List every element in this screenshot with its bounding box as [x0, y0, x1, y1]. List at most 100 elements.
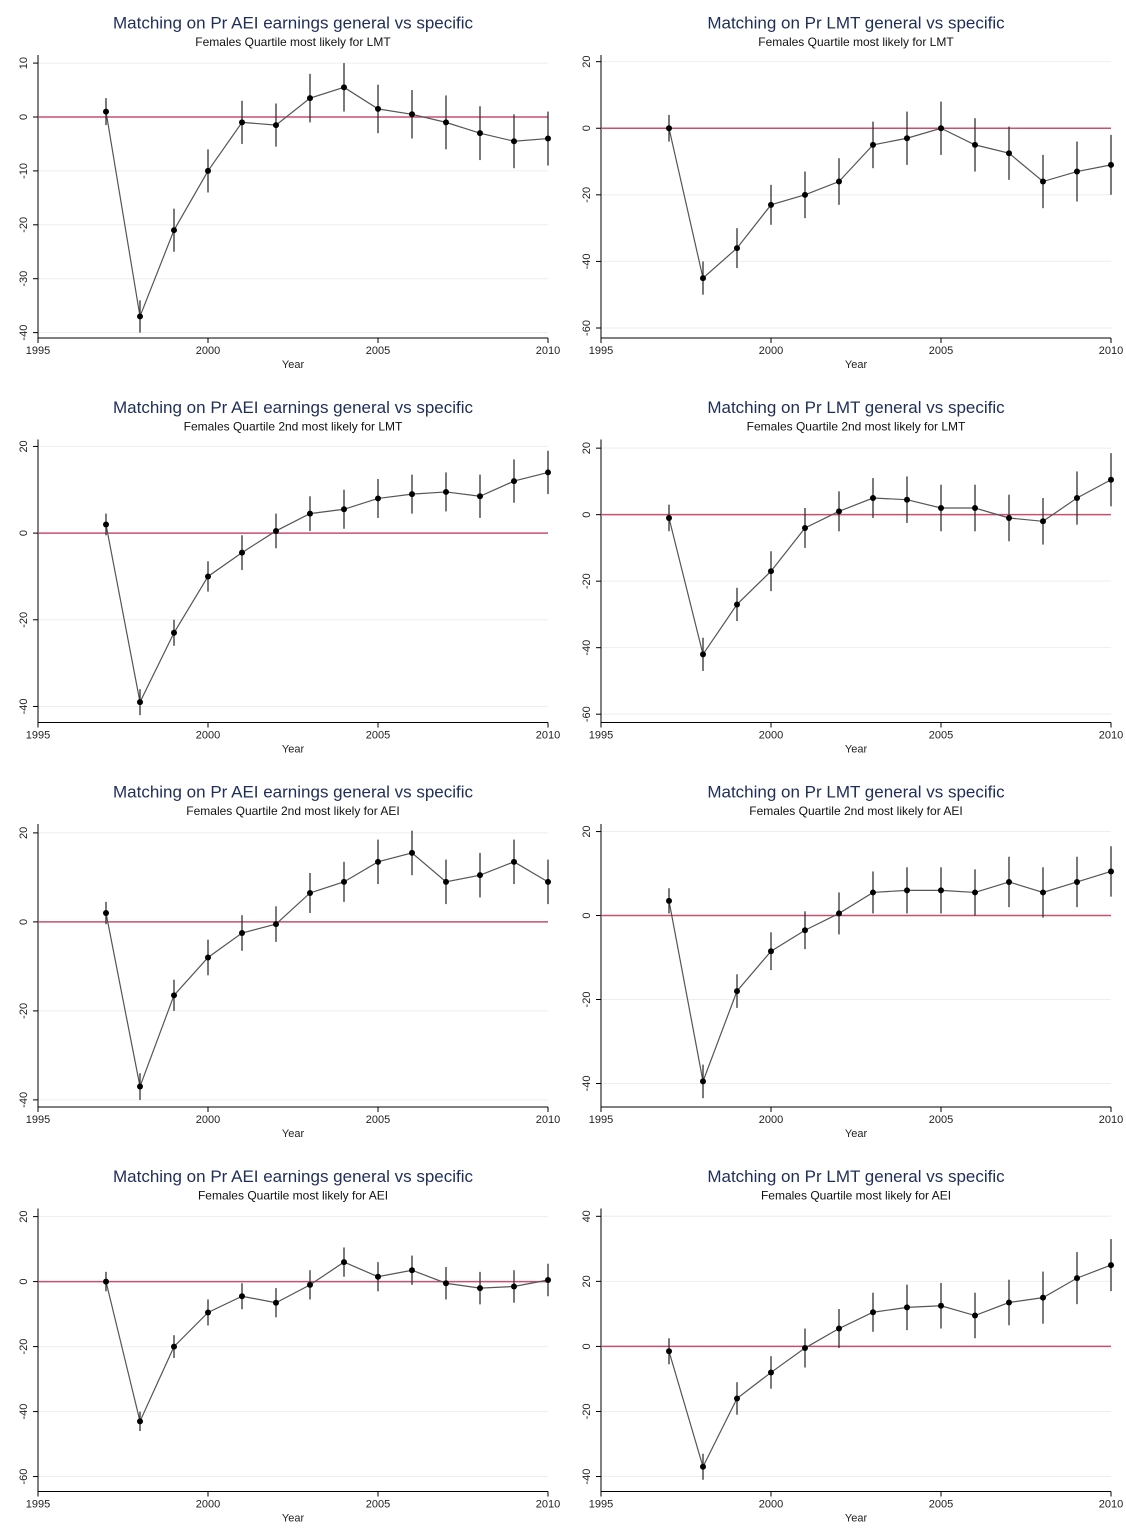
point: [904, 887, 910, 894]
series-line: [105, 852, 549, 1089]
x-tick-label: 2000: [196, 1114, 220, 1126]
y-tick-label: 20: [18, 1210, 30, 1222]
point: [768, 1369, 774, 1376]
chart-subtitle: Females Quartile 2nd most likely for LMT: [184, 420, 403, 434]
series-line: [105, 471, 549, 705]
point: [443, 488, 449, 495]
chart-title: Matching on Pr AEI earnings general vs s…: [113, 782, 474, 801]
point: [1040, 518, 1046, 525]
point: [1040, 178, 1046, 185]
point: [836, 508, 842, 515]
point: [700, 1463, 706, 1470]
point: [103, 909, 109, 916]
point: [938, 505, 944, 512]
x-tick-label: 2010: [1099, 1498, 1123, 1510]
x-tick-label: 2000: [196, 729, 220, 741]
x-tick-label: 2000: [759, 1114, 783, 1126]
point: [239, 930, 245, 937]
point: [443, 878, 449, 885]
y-tick-label: 40: [581, 1210, 593, 1222]
y-tick-label: -20: [581, 187, 593, 203]
y-tick-label: -20: [18, 217, 30, 233]
point: [734, 601, 740, 608]
x-tick-label: 2000: [196, 1498, 220, 1510]
y-tick-label: 20: [18, 440, 30, 452]
point: [802, 524, 808, 531]
x-tick-label: 1995: [589, 1114, 613, 1126]
point: [836, 178, 842, 185]
x-axis-label: Year: [282, 1512, 305, 1524]
point: [205, 573, 211, 580]
y-tick-label: -40: [18, 1092, 30, 1108]
y-tick-label: -20: [18, 1339, 30, 1355]
chart-title: Matching on Pr AEI earnings general vs s…: [113, 1167, 474, 1186]
point: [205, 1309, 211, 1316]
point: [171, 629, 177, 636]
point: [239, 1293, 245, 1300]
point: [205, 167, 211, 174]
point: [511, 1283, 517, 1290]
y-tick-label: 0: [581, 512, 593, 518]
point: [307, 1281, 313, 1288]
point: [273, 527, 279, 534]
point: [972, 1312, 978, 1319]
point: [700, 651, 706, 658]
series-line: [668, 127, 1112, 280]
point: [239, 549, 245, 556]
point: [307, 95, 313, 102]
y-tick-label: 0: [581, 125, 593, 131]
chart-subtitle: Females Quartile most likely for LMT: [195, 35, 391, 49]
point: [1108, 1262, 1114, 1269]
point: [1040, 1294, 1046, 1301]
x-tick-label: 1995: [589, 345, 613, 357]
y-tick-label: -40: [581, 253, 593, 269]
x-tick-label: 1995: [26, 1114, 50, 1126]
point: [870, 141, 876, 148]
x-tick-label: 2000: [196, 345, 220, 357]
y-tick-label: 0: [18, 530, 30, 536]
x-tick-label: 2000: [759, 729, 783, 741]
chart-subtitle: Females Quartile most likely for AEI: [198, 1189, 388, 1203]
point: [171, 227, 177, 234]
x-axis-label: Year: [845, 743, 868, 755]
point: [1006, 878, 1012, 885]
x-tick-label: 1995: [26, 345, 50, 357]
point: [1006, 150, 1012, 157]
point: [904, 135, 910, 142]
x-tick-label: 1995: [589, 1498, 613, 1510]
point: [137, 1083, 143, 1090]
point: [137, 699, 143, 706]
y-tick-label: 0: [18, 114, 30, 120]
point: [171, 992, 177, 999]
point: [700, 275, 706, 282]
point: [137, 313, 143, 320]
point: [341, 506, 347, 513]
point: [700, 1078, 706, 1085]
chart-subtitle: Females Quartile 2nd most likely for AEI: [749, 804, 962, 818]
x-tick-label: 1995: [26, 729, 50, 741]
point: [375, 105, 381, 112]
point: [802, 1345, 808, 1352]
point: [545, 1276, 551, 1283]
x-axis-label: Year: [282, 1128, 305, 1140]
chart-title: Matching on Pr LMT general vs specific: [707, 782, 1005, 801]
chart-subtitle: Females Quartile 2nd most likely for LMT: [747, 420, 966, 434]
chart-title: Matching on Pr LMT general vs specific: [707, 398, 1005, 417]
point: [666, 897, 672, 904]
series-line: [668, 870, 1112, 1084]
point: [409, 1267, 415, 1274]
x-tick-label: 1995: [589, 729, 613, 741]
point: [1006, 1299, 1012, 1306]
point: [836, 1325, 842, 1332]
point: [870, 495, 876, 502]
x-tick-label: 2005: [366, 729, 390, 741]
point: [734, 988, 740, 995]
point: [273, 122, 279, 129]
point: [239, 119, 245, 126]
point: [307, 510, 313, 517]
point: [409, 849, 415, 856]
y-tick-label: -40: [581, 640, 593, 656]
chart-title: Matching on Pr LMT general vs specific: [707, 1167, 1005, 1186]
point: [666, 1348, 672, 1355]
point: [802, 927, 808, 934]
